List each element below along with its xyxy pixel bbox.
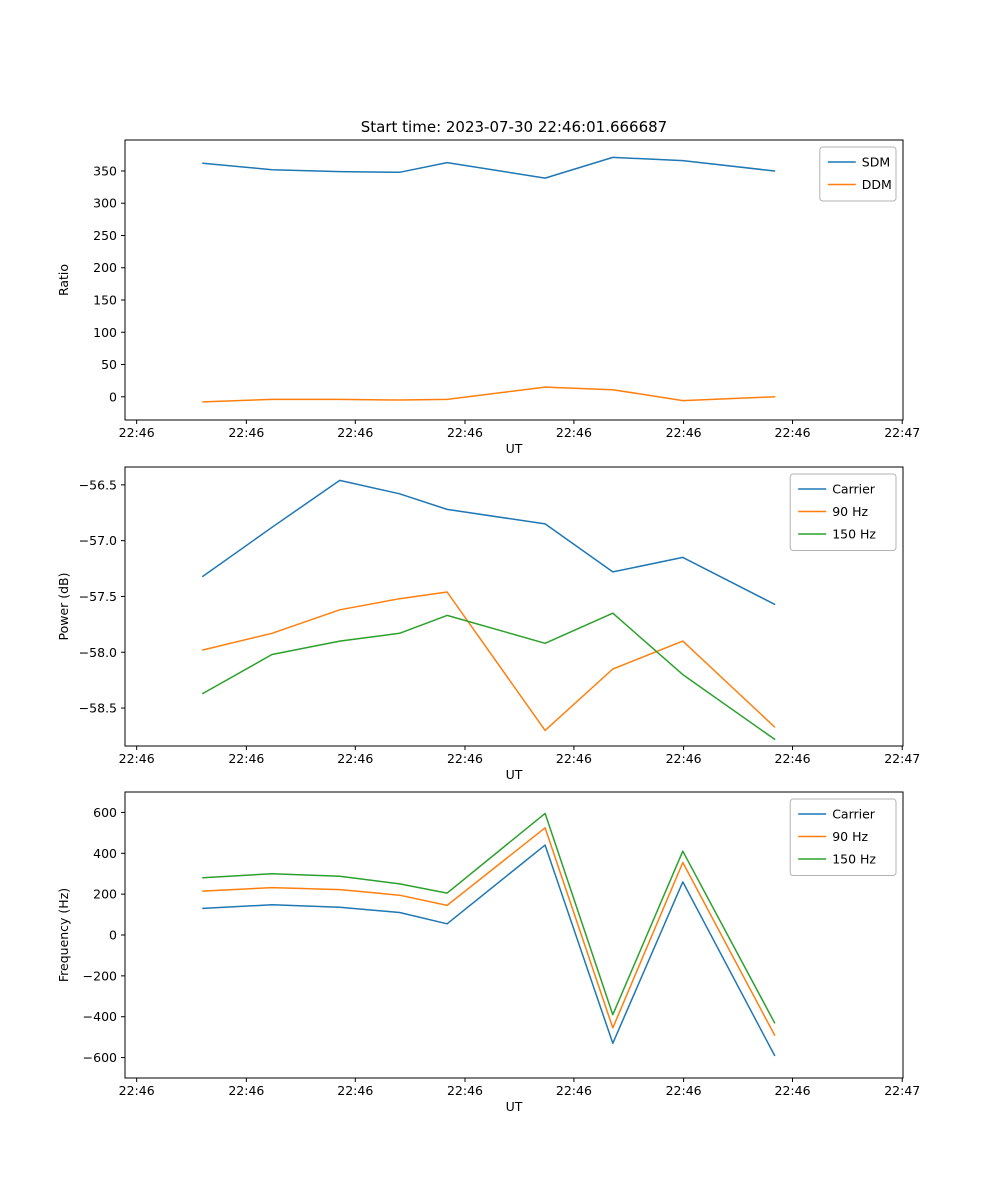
- axes-frame: [124, 791, 904, 1079]
- y-tick-label: 0: [109, 389, 117, 404]
- series-line-90-hz: [202, 591, 776, 732]
- axes-frame: [124, 466, 904, 747]
- y-tick-label: −57.5: [79, 589, 117, 604]
- y-tick-label: 200: [93, 260, 117, 275]
- y-axis-label: Frequency (Hz): [56, 888, 71, 982]
- x-tick-label: 22:47: [884, 425, 920, 440]
- y-tick-label: 250: [93, 228, 117, 243]
- x-tick-label: 22:46: [228, 751, 264, 766]
- x-tick-label: 22:47: [884, 751, 920, 766]
- x-tick-label: 22:47: [884, 1083, 920, 1098]
- y-tick-label: 200: [93, 887, 117, 902]
- series-line-150-hz: [202, 612, 776, 741]
- x-tick-label: 22:46: [447, 425, 483, 440]
- x-tick-label: 22:46: [228, 425, 264, 440]
- y-tick-label: 300: [93, 196, 117, 211]
- y-tick-label: 50: [101, 357, 117, 372]
- series-line-90-hz: [202, 827, 776, 1036]
- x-tick-label: 22:46: [337, 751, 373, 766]
- legend-label: 150 Hz: [832, 527, 876, 542]
- frequency-chart: −600 −400 −200 0 200 400 600 22:46 22:46 22:46 22:…: [56, 791, 920, 1114]
- power-chart: −58.5 −58.0 −57.5 −57.0 −56.5 22:46 22:46 22:46…: [56, 466, 920, 782]
- legend: SDM DDM: [819, 146, 897, 202]
- x-tick-label: 22:46: [556, 751, 592, 766]
- y-tick-label: 600: [93, 805, 117, 820]
- x-tick-label: 22:46: [666, 1083, 702, 1098]
- y-tick-label: 400: [93, 846, 117, 861]
- x-tick-label: 22:46: [775, 751, 811, 766]
- legend: Carrier 90 Hz 150 Hz: [789, 473, 897, 551]
- legend-label: 90 Hz: [832, 829, 868, 844]
- y-tick-label: 350: [93, 163, 117, 178]
- figure-title: Start time: 2023-07-30 22:46:01.666687: [360, 118, 668, 136]
- x-tick-label: 22:46: [447, 751, 483, 766]
- x-tick-label: 22:46: [775, 425, 811, 440]
- y-tick-label: 150: [93, 293, 117, 308]
- x-axis-label: UT: [506, 441, 523, 456]
- x-tick-label: 22:46: [556, 425, 592, 440]
- legend-label: 150 Hz: [832, 852, 876, 867]
- ratio-chart: 0 50 100 150 200 250 300 350 22:46 22:46 22:46 22:4…: [56, 139, 920, 456]
- series-line-ddm: [202, 386, 776, 403]
- x-tick-label: 22:46: [666, 751, 702, 766]
- x-tick-label: 22:46: [556, 1083, 592, 1098]
- y-tick-label: 0: [109, 928, 117, 943]
- x-tick-label: 22:46: [228, 1083, 264, 1098]
- x-tick-label: 22:46: [447, 1083, 483, 1098]
- series-line-carrier: [202, 479, 776, 606]
- y-tick-label: −200: [83, 968, 117, 983]
- legend-label: 90 Hz: [832, 504, 868, 519]
- x-tick-label: 22:46: [666, 425, 702, 440]
- x-axis-label: UT: [506, 767, 523, 782]
- legend-box: [789, 473, 897, 551]
- x-axis-label: UT: [506, 1099, 523, 1114]
- series-line-sdm: [202, 156, 776, 179]
- y-tick-label: −58.0: [79, 645, 117, 660]
- y-tick-label: −400: [83, 1009, 117, 1024]
- legend-label: DDM: [862, 177, 892, 192]
- legend-label: Carrier: [832, 807, 876, 822]
- y-tick-label: −600: [83, 1050, 117, 1065]
- x-tick-label: 22:46: [119, 751, 155, 766]
- y-axis-label: Ratio: [56, 264, 71, 296]
- series-line-150-hz: [202, 812, 776, 1024]
- axes-frame: [124, 139, 904, 421]
- legend-label: SDM: [862, 155, 890, 170]
- x-tick-label: 22:46: [775, 1083, 811, 1098]
- y-tick-label: −58.5: [79, 701, 117, 716]
- y-tick-label: 100: [93, 325, 117, 340]
- series-line-carrier: [202, 844, 776, 1057]
- x-tick-label: 22:46: [337, 1083, 373, 1098]
- x-tick-label: 22:46: [119, 1083, 155, 1098]
- legend: Carrier 90 Hz 150 Hz: [789, 798, 897, 876]
- legend-box: [789, 798, 897, 876]
- legend-label: Carrier: [832, 482, 876, 497]
- x-tick-label: 22:46: [337, 425, 373, 440]
- y-tick-label: −57.0: [79, 533, 117, 548]
- legend-box: [819, 146, 897, 202]
- y-axis-label: Power (dB): [56, 572, 71, 640]
- y-tick-label: −56.5: [79, 477, 117, 492]
- x-tick-label: 22:46: [119, 425, 155, 440]
